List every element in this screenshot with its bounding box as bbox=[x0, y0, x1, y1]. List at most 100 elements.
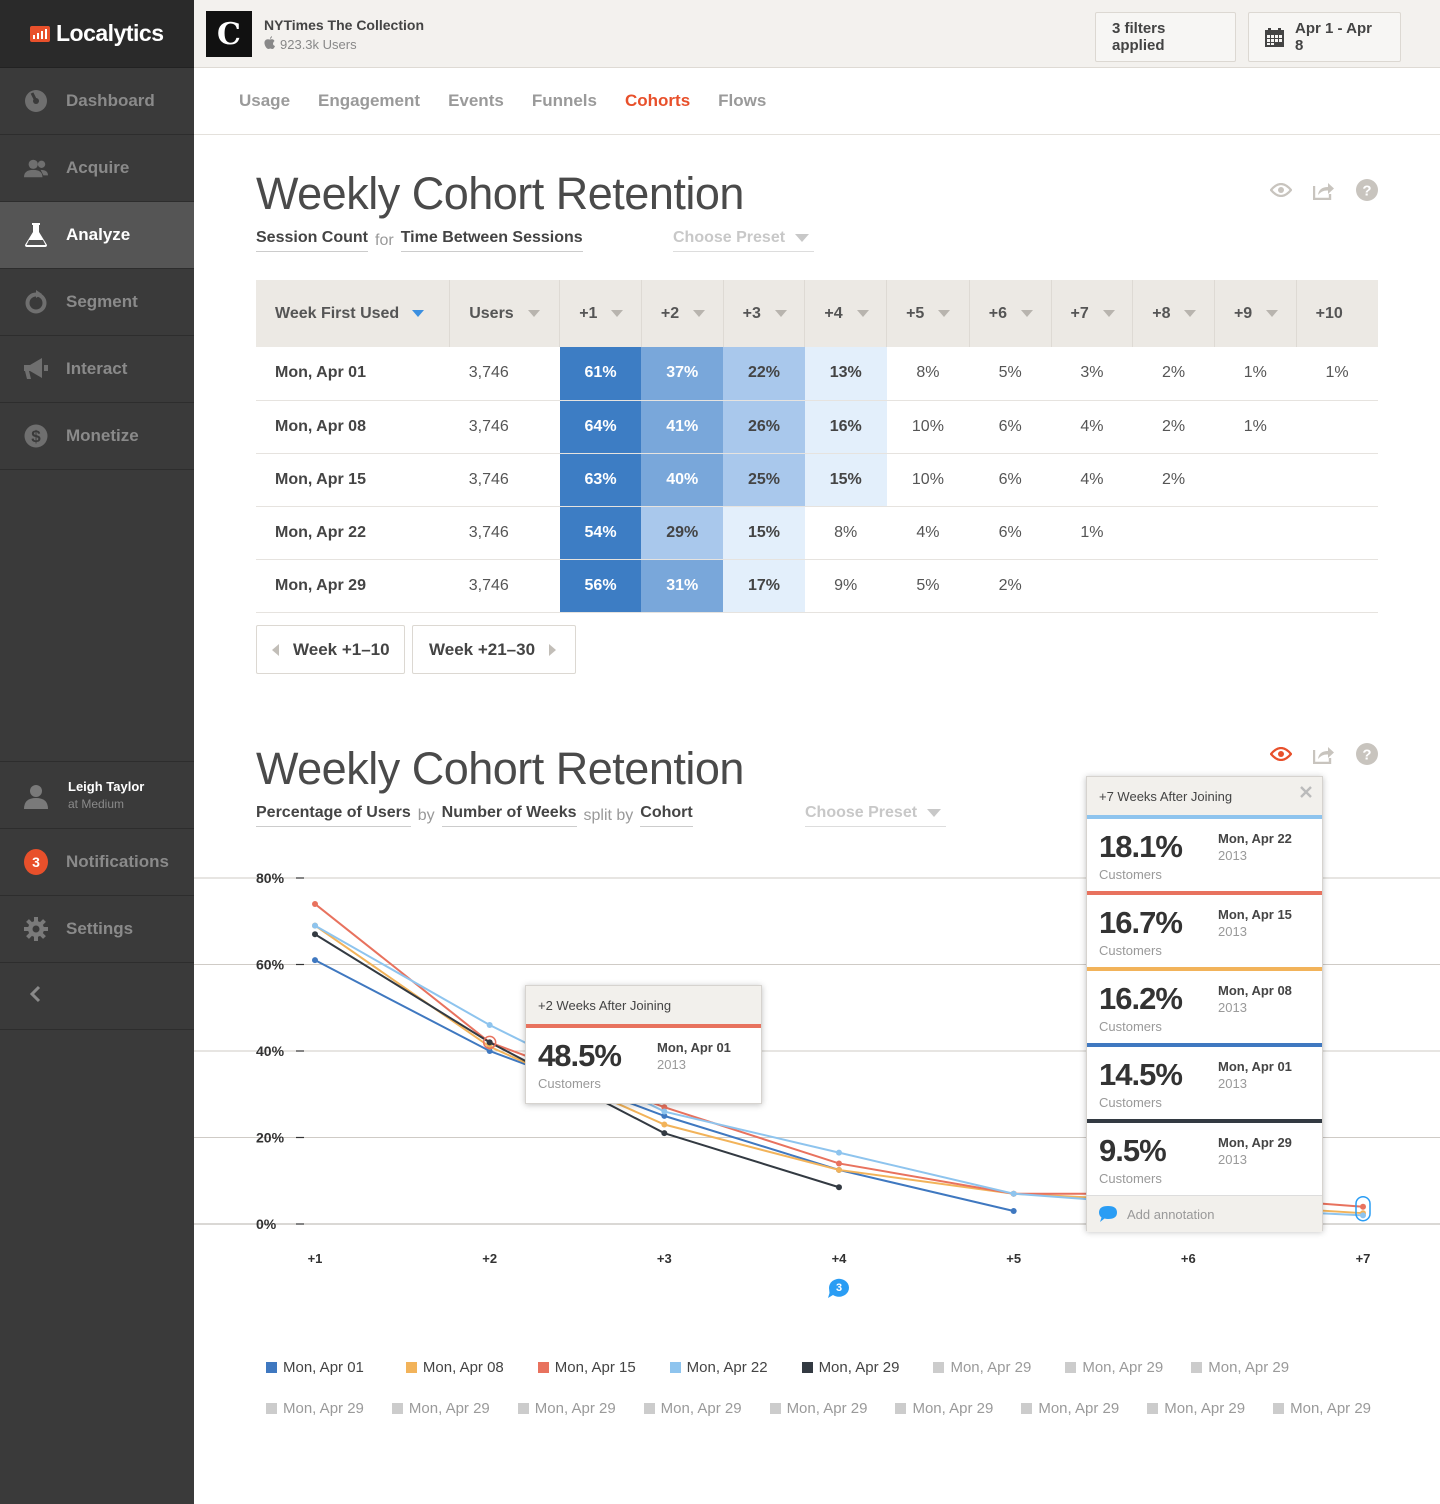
legend-label: Mon, Apr 29 bbox=[1164, 1400, 1246, 1417]
user-profile[interactable]: Leigh Taylor at Medium bbox=[0, 762, 194, 829]
help-icon[interactable]: ? bbox=[1356, 743, 1378, 770]
data-point[interactable] bbox=[486, 1048, 493, 1054]
legend-item[interactable]: Mon, Apr 15 bbox=[537, 1359, 636, 1376]
eye-icon[interactable] bbox=[1269, 182, 1293, 202]
data-point[interactable] bbox=[661, 1108, 668, 1115]
data-point[interactable] bbox=[836, 1184, 842, 1191]
retention-cell: 15% bbox=[804, 453, 887, 507]
sidebar-item-interact[interactable]: Interact bbox=[0, 336, 194, 403]
tooltip-label: Customers bbox=[1099, 943, 1162, 958]
chart-split-selector[interactable]: Cohort bbox=[640, 804, 693, 827]
data-point[interactable] bbox=[1360, 1203, 1366, 1210]
data-point[interactable] bbox=[486, 1022, 493, 1029]
tab-usage[interactable]: Usage bbox=[239, 91, 291, 110]
sidebar-item-analyze[interactable]: Analyze bbox=[0, 202, 194, 269]
column-header[interactable]: Users bbox=[449, 280, 561, 347]
legend-item[interactable]: Mon, Apr 29 bbox=[933, 1359, 1031, 1376]
table-query-builder: Session Count for Time Between Sessions bbox=[256, 229, 583, 252]
sidebar-item-segment[interactable]: Segment bbox=[0, 269, 194, 336]
data-point[interactable] bbox=[661, 1104, 668, 1111]
annotation-bubble-icon[interactable]: 3 bbox=[828, 1278, 849, 1298]
sidebar-item-dashboard[interactable]: Dashboard bbox=[0, 68, 194, 135]
data-point[interactable] bbox=[312, 900, 318, 907]
column-header[interactable]: +4 bbox=[804, 280, 888, 347]
legend-item[interactable]: Mon, Apr 29 bbox=[1273, 1400, 1371, 1417]
legend-item[interactable]: Mon, Apr 29 bbox=[1065, 1359, 1163, 1376]
retention-cell: 1% bbox=[1296, 347, 1378, 401]
highlight-point[interactable] bbox=[482, 1035, 497, 1050]
sidebar-item-acquire[interactable]: Acquire bbox=[0, 135, 194, 202]
legend-item[interactable]: Mon, Apr 29 bbox=[1021, 1400, 1119, 1417]
tooltip-year: 2013 bbox=[1218, 924, 1247, 939]
legend-item[interactable]: Mon, Apr 22 bbox=[669, 1359, 768, 1376]
collapse-sidebar-button[interactable] bbox=[0, 963, 194, 1030]
data-point[interactable] bbox=[486, 1039, 493, 1046]
column-header[interactable]: +5 bbox=[886, 280, 970, 347]
tab-engagement[interactable]: Engagement bbox=[318, 91, 421, 110]
data-point[interactable] bbox=[312, 922, 318, 929]
column-header[interactable]: +7 bbox=[1051, 280, 1134, 347]
sort-arrow-icon bbox=[856, 310, 869, 317]
data-point[interactable] bbox=[312, 931, 318, 938]
legend-item[interactable]: Mon, Apr 29 bbox=[517, 1400, 616, 1417]
legend-item[interactable]: Mon, Apr 29 bbox=[391, 1400, 490, 1417]
tooltip-value: 9.5% bbox=[1099, 1133, 1167, 1168]
pager-prev-button[interactable]: Week +1–10 bbox=[256, 625, 405, 674]
metric-selector[interactable]: Session Count bbox=[256, 229, 369, 252]
tab-events[interactable]: Events bbox=[448, 91, 504, 110]
share-icon[interactable] bbox=[1312, 744, 1335, 769]
data-point[interactable] bbox=[661, 1130, 668, 1137]
legend-item[interactable]: Mon, Apr 29 bbox=[801, 1359, 899, 1376]
close-icon[interactable] bbox=[1300, 786, 1312, 801]
share-icon[interactable] bbox=[1312, 180, 1335, 205]
dimension-selector[interactable]: Time Between Sessions bbox=[400, 229, 583, 252]
data-point[interactable] bbox=[836, 1149, 842, 1156]
app-icon[interactable]: C bbox=[206, 11, 252, 57]
tab-funnels[interactable]: Funnels bbox=[531, 91, 597, 110]
filters-button[interactable]: 3 filters applied bbox=[1095, 12, 1236, 62]
sidebar-item-settings[interactable]: Settings bbox=[0, 896, 194, 963]
legend-item[interactable]: Mon, Apr 29 bbox=[643, 1400, 742, 1417]
legend-item[interactable]: Mon, Apr 29 bbox=[1147, 1400, 1245, 1417]
eye-icon[interactable] bbox=[1269, 746, 1293, 766]
data-point[interactable] bbox=[1010, 1190, 1017, 1197]
column-header[interactable]: +8 bbox=[1132, 280, 1215, 347]
choose-preset-dropdown[interactable]: Choose Preset bbox=[673, 229, 814, 252]
retention-cell: 6% bbox=[969, 400, 1052, 454]
legend-item[interactable]: Mon, Apr 29 bbox=[895, 1400, 993, 1417]
column-header-label: +10 bbox=[1315, 304, 1343, 322]
chart-dimension-selector[interactable]: Number of Weeks bbox=[441, 804, 577, 827]
legend-item[interactable]: Mon, Apr 08 bbox=[405, 1359, 504, 1376]
speech-bubble-icon bbox=[1099, 1206, 1117, 1222]
data-point[interactable] bbox=[836, 1160, 842, 1167]
tab-flows[interactable]: Flows bbox=[718, 91, 767, 110]
column-header[interactable]: Week First Used bbox=[256, 280, 451, 347]
sidebar-item-notifications[interactable]: 3 Notifications bbox=[0, 829, 194, 896]
data-point[interactable] bbox=[836, 1166, 842, 1173]
data-point[interactable] bbox=[1010, 1208, 1017, 1215]
sidebar-item-monetize[interactable]: $ Monetize bbox=[0, 403, 194, 470]
data-point[interactable] bbox=[1360, 1212, 1366, 1219]
column-header[interactable]: +1 bbox=[559, 280, 642, 347]
data-point[interactable] bbox=[661, 1121, 668, 1128]
pager-next-button[interactable]: Week +21–30 bbox=[412, 625, 576, 674]
column-header[interactable]: +10 bbox=[1296, 280, 1378, 347]
add-annotation-button[interactable]: Add annotation bbox=[1087, 1195, 1322, 1232]
legend-item[interactable]: Mon, Apr 29 bbox=[769, 1400, 867, 1417]
column-header[interactable]: +9 bbox=[1214, 280, 1297, 347]
column-header[interactable]: +3 bbox=[723, 280, 806, 347]
chart-choose-preset-dropdown[interactable]: Choose Preset bbox=[805, 804, 946, 827]
legend-item[interactable]: Mon, Apr 29 bbox=[266, 1400, 364, 1417]
hover-marker[interactable] bbox=[1355, 1195, 1371, 1222]
column-header[interactable]: +6 bbox=[969, 280, 1052, 347]
column-header[interactable]: +2 bbox=[641, 280, 724, 347]
date-range-button[interactable]: Apr 1 - Apr 8 bbox=[1248, 12, 1401, 62]
legend-item[interactable]: Mon, Apr 01 bbox=[266, 1359, 364, 1376]
help-icon[interactable]: ? bbox=[1356, 179, 1378, 206]
localytics-logo[interactable]: Localytics bbox=[0, 0, 194, 68]
data-point[interactable] bbox=[312, 957, 318, 964]
data-point[interactable] bbox=[661, 1112, 668, 1119]
legend-item[interactable]: Mon, Apr 29 bbox=[1191, 1359, 1289, 1376]
tab-cohorts[interactable]: Cohorts bbox=[624, 91, 691, 110]
chart-metric-selector[interactable]: Percentage of Users bbox=[256, 804, 411, 827]
